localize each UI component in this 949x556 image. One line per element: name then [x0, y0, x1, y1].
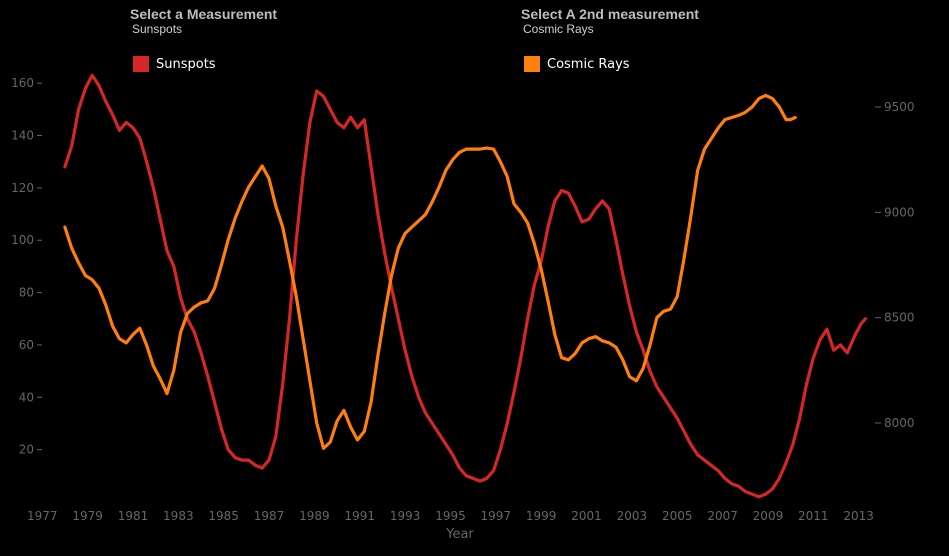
x-tick-label: 1995	[435, 509, 466, 523]
y-left-tick-label: 40	[19, 390, 34, 404]
x-tick-label: 2011	[798, 509, 829, 523]
x-tick-label: 2013	[843, 509, 874, 523]
y-right-tick-label: 9500	[884, 100, 915, 114]
measurement-selector-2-title: Select A 2nd measurement	[521, 6, 699, 22]
legend-sunspots-swatch	[133, 56, 149, 72]
x-tick-label: 2001	[571, 509, 602, 523]
legend-sunspots[interactable]: Sunspots	[133, 56, 216, 72]
x-tick-label: 2009	[753, 509, 784, 523]
x-tick-label: 2003	[617, 509, 648, 523]
x-tick-label: 1977	[27, 509, 58, 523]
measurement-selector-1-value[interactable]: Sunspots	[132, 22, 183, 36]
series-lines	[63, 73, 868, 499]
y-left-tick-label: 120	[11, 181, 34, 195]
x-tick-label: 1989	[299, 509, 330, 523]
legend-cosmic-rays-label: Cosmic Rays	[547, 56, 630, 72]
x-tick-label: 1985	[208, 509, 239, 523]
x-tick-label: 1999	[526, 509, 557, 523]
legend-cosmic-rays-swatch	[524, 56, 540, 72]
legend-cosmic-rays[interactable]: Cosmic Rays	[524, 56, 630, 72]
y-left-tick-label: 140	[11, 129, 34, 143]
x-tick-label: 1997	[481, 509, 512, 523]
y-left-tick-label: 100	[11, 233, 34, 247]
series-line-cosmic-rays[interactable]	[63, 93, 797, 450]
x-tick-label: 1991	[344, 509, 375, 523]
x-tick-label: 1979	[72, 509, 103, 523]
y-right-tick-label: 8500	[884, 311, 915, 325]
series-line-sunspots[interactable]	[63, 73, 868, 499]
y-right-tick-label: 9000	[884, 205, 915, 219]
y-left-tick-label: 80	[19, 286, 34, 300]
measurement-selector-2[interactable]: Select A 2nd measurement Cosmic Rays	[521, 6, 699, 36]
x-tick-label: 2007	[707, 509, 738, 523]
x-axis: 1977 1979 1981 1983 1985 1987 1989 1991 1993 1995…	[27, 509, 874, 523]
y-axis-left: 20 40 60 80 100 120 140 160	[11, 76, 42, 457]
y-left-tick-label: 160	[11, 76, 34, 90]
y-axis-right: 8000 8500 9000 9500	[875, 100, 915, 430]
x-tick-label: 2005	[662, 509, 693, 523]
y-left-tick-label: 60	[19, 338, 34, 352]
x-tick-label: 1983	[163, 509, 194, 523]
x-tick-label: 1987	[254, 509, 285, 523]
measurement-selector-2-value[interactable]: Cosmic Rays	[523, 22, 594, 36]
measurement-selector-1[interactable]: Select a Measurement Sunspots	[130, 6, 277, 36]
legend-sunspots-label: Sunspots	[156, 56, 216, 72]
measurement-selector-1-title: Select a Measurement	[130, 6, 278, 22]
y-left-tick-label: 20	[19, 443, 34, 457]
x-tick-label: 1993	[390, 509, 421, 523]
y-right-tick-label: 8000	[884, 416, 915, 430]
x-axis-label: Year	[445, 527, 474, 542]
x-tick-label: 1981	[118, 509, 149, 523]
